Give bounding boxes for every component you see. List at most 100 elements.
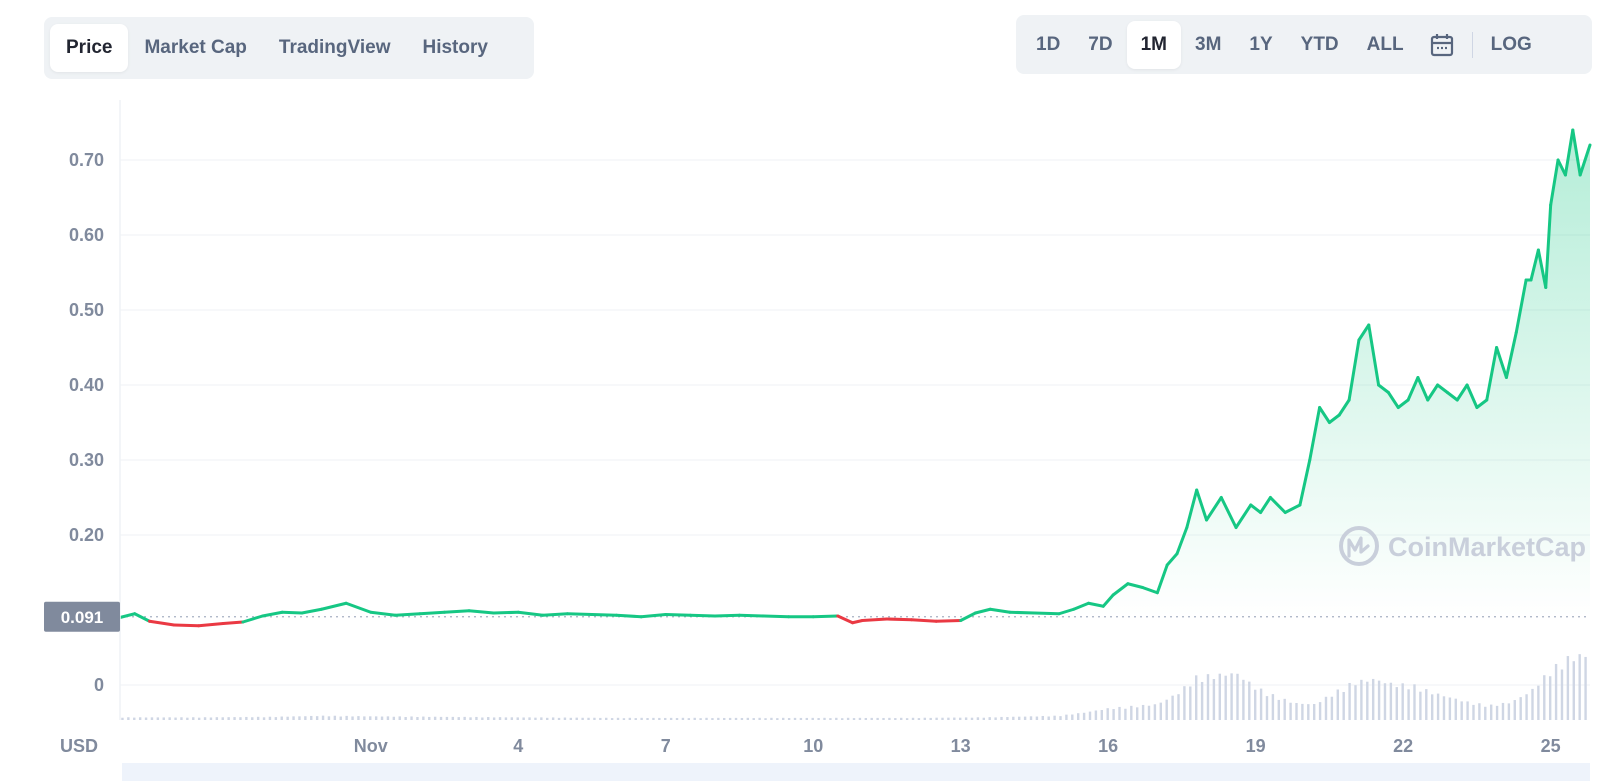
price-line-segment [1219, 496, 1238, 529]
volume-bar [970, 717, 974, 720]
volume-bar [953, 717, 956, 720]
volume-bar [392, 716, 396, 720]
range-7d-button[interactable]: 7D [1074, 21, 1126, 69]
y-axis-ticks: 0.70 0.60 0.50 0.40 0.30 0.20 0 [69, 150, 104, 695]
volume-bar [1548, 676, 1552, 720]
price-line-segment [836, 614, 855, 625]
volume-bar [1065, 714, 1068, 720]
y-tick-label: 0.50 [69, 300, 104, 320]
range-3m-button[interactable]: 3M [1181, 21, 1235, 69]
price-line-segment [1337, 398, 1351, 417]
volume-bar [239, 717, 242, 720]
volume-bar [628, 717, 632, 720]
calendar-icon[interactable] [1418, 21, 1466, 69]
volume-bar [127, 717, 130, 720]
price-line-segment [1377, 383, 1390, 394]
volume-bar [469, 717, 472, 720]
volume-bar [1360, 679, 1363, 720]
price-line-segment [910, 618, 938, 623]
price-line-segment [1298, 458, 1312, 507]
price-line-segment [418, 610, 446, 616]
range-ytd-button[interactable]: YTD [1287, 21, 1353, 69]
volume-bar [829, 718, 832, 720]
tab-history[interactable]: History [406, 24, 503, 72]
price-line-segment [1563, 128, 1575, 177]
price-line-segment [934, 619, 963, 623]
tab-price[interactable]: Price [50, 24, 129, 72]
volume-bar [445, 716, 449, 720]
volume-bar [1336, 689, 1339, 720]
tab-market-cap[interactable]: Market Cap [128, 24, 262, 72]
volume-bar [245, 716, 248, 720]
volume-bar [209, 717, 213, 720]
volume-bar [1525, 694, 1528, 720]
range-1m-button[interactable]: 1M [1126, 20, 1181, 69]
volume-bar [192, 717, 195, 720]
y-tick-label: 0.30 [69, 450, 104, 470]
range-all-button[interactable]: ALL [1353, 21, 1418, 69]
price-line-segment [1259, 496, 1272, 514]
price-line-segment [1495, 346, 1508, 379]
volume-bar [1277, 699, 1280, 720]
log-scale-button[interactable]: LOG [1479, 21, 1544, 69]
x-tick-label: 13 [951, 736, 971, 756]
price-line-segment [1249, 503, 1263, 514]
x-tick-label: 16 [1098, 736, 1118, 756]
price-line-segment [762, 614, 791, 619]
price-line-segment [1101, 593, 1115, 608]
volume-bar [681, 717, 685, 720]
price-line-segment [1514, 278, 1528, 334]
price-line-segment [1268, 496, 1287, 514]
volume-bar [1560, 669, 1564, 720]
volume-bar [150, 717, 154, 720]
volume-bar [1578, 654, 1581, 720]
price-line-segment [565, 612, 594, 616]
range-1y-button[interactable]: 1Y [1235, 21, 1286, 69]
price-line-segment [811, 614, 840, 619]
volume-bar [1271, 694, 1275, 720]
price-line-segment [988, 607, 1012, 614]
volume-bar [262, 717, 266, 720]
current-price-tag-box [44, 601, 120, 632]
volume-bar [428, 716, 431, 720]
x-tick-label: 25 [1541, 736, 1561, 756]
volume-bar [776, 718, 779, 720]
range-1d-button[interactable]: 1D [1022, 21, 1074, 69]
price-line-segment [1283, 503, 1302, 514]
volume-bar [1413, 684, 1416, 720]
volume-bar [1206, 674, 1210, 720]
volume-bar [1342, 692, 1345, 720]
volume-bar [1318, 702, 1322, 720]
price-line-segment [442, 609, 471, 614]
y-tick-label: 0.70 [69, 150, 104, 170]
price-line-segment [172, 623, 201, 628]
volume-bar [846, 717, 850, 720]
price-line-segment [1556, 158, 1567, 177]
price-line-segment [300, 607, 324, 615]
volume-bar [404, 717, 407, 720]
volume-bar [911, 717, 915, 720]
volume-bar [799, 717, 803, 720]
time-range-selector: 1D 7D 1M 3M 1Y YTD ALL LOG [1016, 15, 1592, 74]
coinmarketcap-watermark: CoinMarketCap [1339, 526, 1586, 566]
volume-bar [1147, 705, 1151, 720]
volume-bar [740, 717, 744, 720]
time-navigator[interactable] [122, 763, 1590, 781]
tab-tradingview[interactable]: TradingView [263, 24, 407, 72]
volume-bar [693, 717, 696, 720]
volume-bar [988, 717, 991, 720]
volume-bar [1106, 708, 1109, 720]
volume-bar [1395, 687, 1398, 720]
volume-bar [410, 716, 413, 720]
volume-bar [705, 717, 708, 720]
volume-bar [1230, 673, 1233, 720]
price-line-segment [1195, 488, 1209, 522]
volume-bar [687, 718, 691, 720]
price-line-segment [1529, 248, 1540, 282]
volume-bar [1301, 703, 1304, 720]
price-line-segment [492, 610, 520, 615]
volume-bar [1554, 663, 1558, 720]
volume-bar [1478, 703, 1481, 720]
volume-bar [498, 717, 502, 720]
